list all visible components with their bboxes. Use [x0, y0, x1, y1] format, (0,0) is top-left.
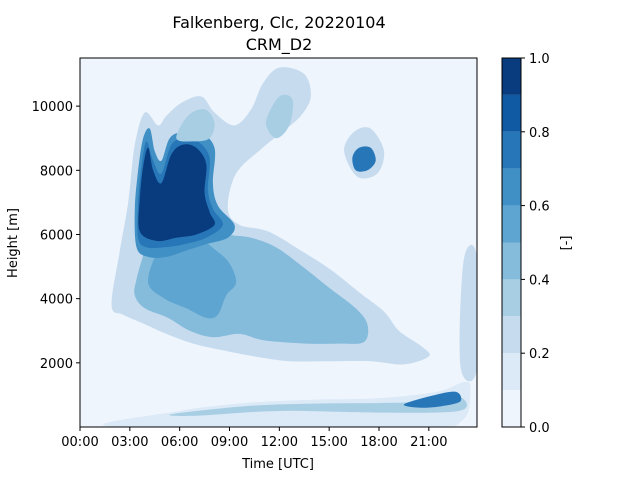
colorbar-tick-label: 0.0 [529, 421, 550, 436]
chart-subtitle: CRM_D2 [246, 35, 313, 55]
contour-low-cloud-band-core [403, 391, 462, 408]
x-tick-label: 21:00 [410, 435, 447, 450]
colorbar-band [502, 205, 521, 243]
colorbar-frame [501, 57, 522, 428]
colorbar-band [502, 131, 521, 169]
y-axis-label: Height [m] [6, 208, 21, 278]
colorbar-band [502, 279, 521, 317]
y-tick-label: 2000 [40, 357, 73, 372]
colorbar-band [502, 353, 521, 391]
colorbar-band [502, 58, 521, 95]
x-tick-label: 18:00 [360, 435, 397, 450]
colorbar-label: [-] [559, 236, 574, 251]
x-tick-label: 15:00 [310, 435, 347, 450]
y-tick-label: 10000 [32, 100, 73, 115]
x-axis-label: Time [UTC] [241, 457, 314, 472]
contour-low-cloud-band-mid [169, 397, 467, 416]
colorbar-tick-label: 0.4 [529, 273, 550, 288]
plot-frame [79, 57, 478, 428]
colorbar-band [502, 94, 521, 132]
x-tick-label: 03:00 [111, 435, 148, 450]
y-tick-label: 4000 [40, 293, 73, 308]
colorbar-band [502, 316, 521, 354]
contour-top-cloud-lobe [176, 109, 215, 142]
colorbar-band [502, 242, 521, 280]
y-tick-label: 6000 [40, 228, 73, 243]
colorbar-tick-label: 1.0 [529, 52, 550, 67]
y-tick-label: 8000 [40, 164, 73, 179]
contour-right-edge-cloud-outer [459, 244, 477, 382]
x-tick-label: 06:00 [161, 435, 198, 450]
colorbar-tick-label: 0.8 [529, 126, 550, 141]
colorbar-band [502, 168, 521, 206]
colorbar: 0.0 0.2 0.4 0.6 0.8 1.0 [501, 52, 550, 436]
chart-title: Falkenberg, Clc, 20220104 [172, 13, 385, 32]
x-tick-label: 09:00 [211, 435, 248, 450]
colorbar-tick-label: 0.2 [529, 347, 550, 362]
y-axis: 2000 4000 6000 8000 10000 [32, 100, 80, 372]
plot-area [79, 57, 478, 428]
colorbar-tick-label: 0.6 [529, 200, 550, 215]
contour-layer [103, 67, 477, 427]
contour-upper-cloud-core [138, 144, 216, 242]
contour-isolated-cloud-core [352, 146, 376, 172]
x-axis: 00:00 03:00 06:00 09:00 12:00 15:00 18:00 21:00 [61, 427, 448, 450]
colorbar-band [502, 390, 521, 427]
x-tick-label: 00:00 [61, 435, 98, 450]
contour-upper-right-patch [265, 94, 294, 139]
x-tick-label: 12:00 [261, 435, 298, 450]
